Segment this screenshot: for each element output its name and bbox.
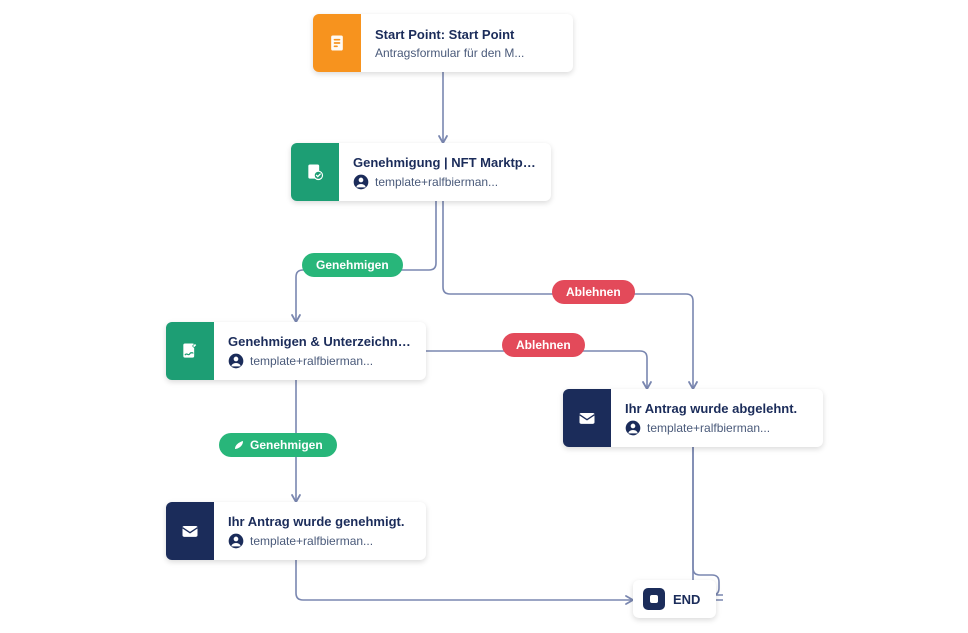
badge-ablehnen: Ablehnen — [552, 280, 635, 304]
approval-icon — [291, 143, 339, 201]
avatar-icon — [625, 420, 641, 436]
badge-genehmigen: Genehmigen — [302, 253, 403, 277]
node-title: Ihr Antrag wurde genehmigt. — [228, 514, 412, 529]
sign-icon — [166, 322, 214, 380]
avatar-icon — [228, 353, 244, 369]
connector-rejected-end — [693, 447, 723, 595]
connectors — [0, 0, 968, 633]
mail-icon — [563, 389, 611, 447]
badge-ablehnen: Ablehnen — [502, 333, 585, 357]
node-approval[interactable]: Genehmigung | NFT Marktpl... template+ra… — [291, 143, 551, 201]
node-subtitle: template+ralfbierman... — [228, 533, 412, 549]
node-sign[interactable]: Genehmigen & Unterzeichne... template+ra… — [166, 322, 426, 380]
connector-rejected-end — [685, 447, 723, 600]
node-subtitle: template+ralfbierman... — [625, 420, 809, 436]
connector-approved-end — [296, 560, 633, 600]
avatar-icon — [228, 533, 244, 549]
node-title: Genehmigung | NFT Marktpl... — [353, 155, 537, 170]
node-subtitle: template+ralfbierman... — [228, 353, 412, 369]
node-end[interactable]: END — [633, 580, 716, 618]
node-title: Start Point: Start Point — [375, 27, 559, 42]
node-title: Genehmigen & Unterzeichne... — [228, 334, 412, 349]
node-subtitle: Antragsformular für den M... — [375, 46, 559, 60]
node-start[interactable]: Start Point: Start Point Antragsformular… — [313, 14, 573, 72]
end-label: END — [673, 592, 700, 607]
avatar-icon — [353, 174, 369, 190]
node-rejected[interactable]: Ihr Antrag wurde abgelehnt. template+ral… — [563, 389, 823, 447]
badge-genehmigen: Genehmigen — [219, 433, 337, 457]
node-approved[interactable]: Ihr Antrag wurde genehmigt. template+ral… — [166, 502, 426, 560]
mail-icon — [166, 502, 214, 560]
document-icon — [313, 14, 361, 72]
stop-icon — [643, 588, 665, 610]
leaf-icon — [233, 439, 245, 451]
node-subtitle: template+ralfbierman... — [353, 174, 537, 190]
node-title: Ihr Antrag wurde abgelehnt. — [625, 401, 809, 416]
